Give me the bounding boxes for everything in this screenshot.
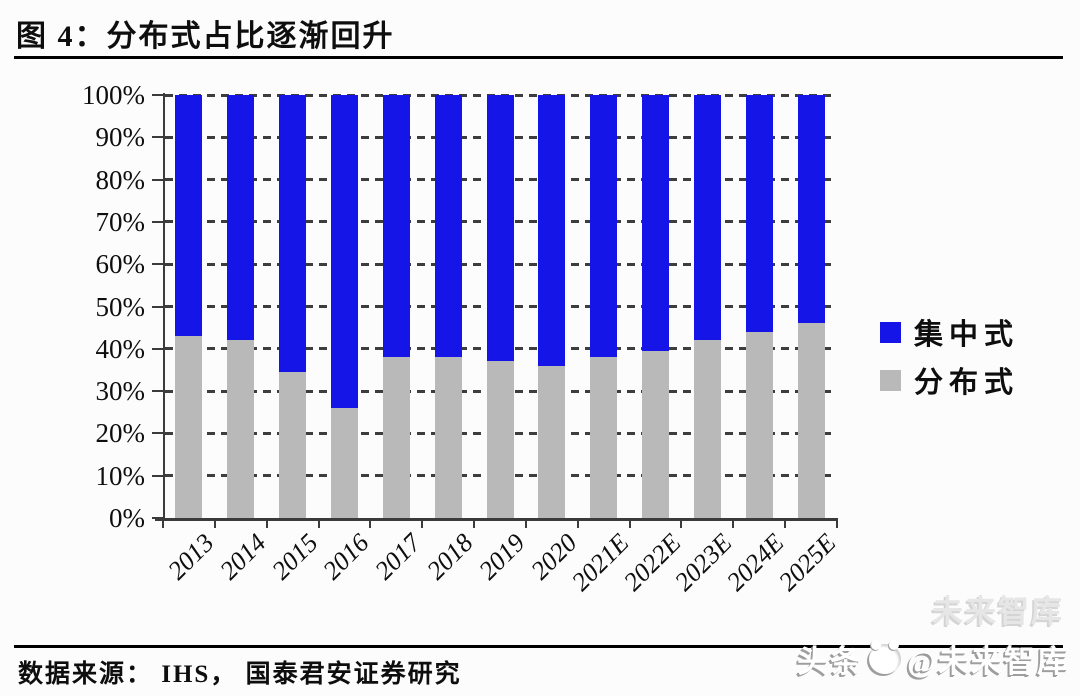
x-tick <box>265 520 268 528</box>
y-axis-line <box>163 93 165 520</box>
y-axis-label-20: 20% <box>95 418 146 449</box>
bar-2021E-distributed <box>590 357 618 518</box>
x-axis-label-2024E: 2024E <box>721 528 790 597</box>
y-tick-100 <box>152 94 163 96</box>
legend-item-centralized: 集中式 <box>880 311 1019 353</box>
bar-2023E-centralized <box>693 95 721 341</box>
title-underline <box>14 56 1063 59</box>
footer-divider <box>14 645 1063 648</box>
y-tick-40 <box>152 347 163 350</box>
y-tick-20 <box>152 432 163 435</box>
bar-2025E-centralized <box>797 95 825 324</box>
x-axis-label-2018: 2018 <box>421 528 479 586</box>
bar-2014-distributed <box>227 340 255 518</box>
x-tick <box>836 520 838 528</box>
watermark-text: 头条 @未来智库 <box>797 636 1070 681</box>
x-axis-line <box>155 518 838 521</box>
y-tick-70 <box>152 220 163 223</box>
x-tick <box>680 520 683 528</box>
y-tick-80 <box>152 178 163 181</box>
bar-2013-centralized <box>175 95 203 337</box>
y-axis-label-80: 80% <box>95 164 146 195</box>
y-tick-10 <box>152 474 163 477</box>
bar-2013-distributed <box>175 336 203 518</box>
watermark-prefix: 头条 <box>797 644 864 679</box>
x-axis-label-2022E: 2022E <box>617 528 687 597</box>
y-axis-label-40: 40% <box>95 333 146 364</box>
x-tick <box>317 520 320 528</box>
y-axis-label-30: 30% <box>95 376 146 407</box>
y-tick-0 <box>152 517 163 519</box>
watermark-suffix: @未来智库 <box>907 644 1070 679</box>
x-tick <box>576 520 579 528</box>
legend-item-distributed: 分布式 <box>880 359 1019 401</box>
bar-2016-centralized <box>330 95 358 409</box>
x-tick <box>369 520 372 528</box>
y-axis-label-50: 50% <box>95 291 146 322</box>
x-axis-label-2023E: 2023E <box>669 528 738 597</box>
bar-2022E-distributed <box>642 350 670 518</box>
x-tick <box>213 520 216 528</box>
y-axis-label-60: 60% <box>95 249 146 280</box>
watermark-ghost-text: 未来智库 <box>932 594 1064 629</box>
legend-label-distributed: 分布式 <box>914 367 1020 399</box>
x-tick <box>784 520 787 528</box>
y-axis-label-100: 100% <box>82 80 145 110</box>
bar-2024E-distributed <box>745 331 773 518</box>
watermark: 未来智库 头条 @未来智库 <box>797 594 1070 681</box>
x-axis-label-2016: 2016 <box>317 528 375 586</box>
x-tick <box>524 520 527 528</box>
data-source: 数据来源： IHS， 国泰君安证券研究 <box>18 661 462 688</box>
bar-2023E-distributed <box>693 340 721 518</box>
bar-2017-distributed <box>382 357 410 518</box>
stacked-bar-chart: 100% 90% 80% 70% 60% 50% 40% 30% 20% 10% 0% 2013 201… <box>82 80 842 597</box>
x-axis-label-2015: 2015 <box>265 528 324 586</box>
x-axis-label-2014: 2014 <box>213 528 272 586</box>
x-axis-label-2021E: 2021E <box>565 528 635 597</box>
bar-2021E-centralized <box>590 95 618 358</box>
y-tick-60 <box>152 263 163 266</box>
y-axis-label-90: 90% <box>95 122 146 153</box>
legend-swatch-distributed <box>880 369 901 391</box>
bar-2025E-distributed <box>797 323 825 518</box>
bar-2019-centralized <box>486 95 514 362</box>
x-tick <box>732 520 735 528</box>
bar-2020-centralized <box>538 95 566 366</box>
bar-2017-centralized <box>382 95 410 358</box>
legend-label-centralized: 集中式 <box>914 319 1020 351</box>
bar-2020-distributed <box>538 365 566 518</box>
x-axis-label-2017: 2017 <box>369 528 427 586</box>
x-axis-label-2013: 2013 <box>162 528 220 586</box>
bar-2014-centralized <box>227 95 255 341</box>
bar-2018-distributed <box>434 357 462 518</box>
x-axis-label-2025E: 2025E <box>773 528 842 597</box>
bar-2024E-centralized <box>745 95 773 332</box>
y-tick-30 <box>152 390 163 393</box>
y-axis-label-70: 70% <box>95 206 146 237</box>
x-tick <box>162 520 164 528</box>
y-tick-90 <box>152 136 163 139</box>
y-axis-label-0: 0% <box>109 503 145 533</box>
x-tick <box>421 520 424 528</box>
bar-2018-centralized <box>434 95 462 358</box>
bar-2019-distributed <box>486 361 514 518</box>
bar-2015-centralized <box>279 95 307 373</box>
x-axis-label-2019: 2019 <box>473 528 531 586</box>
toutiao-panda-logo-icon <box>869 639 902 674</box>
bar-2022E-centralized <box>642 95 670 351</box>
figure-title: 图 4：分布式占比逐渐回升 <box>16 20 395 53</box>
x-tick <box>473 520 476 528</box>
bar-2015-distributed <box>279 372 307 518</box>
x-tick <box>628 520 631 528</box>
y-tick-50 <box>152 305 163 308</box>
y-axis-label-10: 10% <box>95 460 146 491</box>
bar-2016-distributed <box>330 408 358 518</box>
legend-swatch-centralized <box>880 321 901 343</box>
